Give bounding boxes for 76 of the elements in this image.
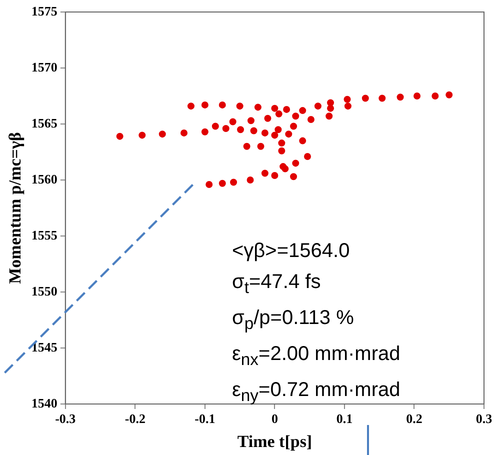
point xyxy=(285,130,292,138)
point xyxy=(243,142,250,150)
point xyxy=(271,172,278,180)
point xyxy=(327,104,334,112)
point xyxy=(278,147,286,154)
annotation: σ$_{p}$/p=0.113 % xyxy=(232,306,355,335)
point xyxy=(327,99,334,106)
point xyxy=(278,140,286,147)
y-tick-label: 1545 xyxy=(31,339,58,354)
point xyxy=(344,102,352,110)
point xyxy=(158,130,166,138)
point xyxy=(292,160,300,167)
point xyxy=(446,91,453,98)
point xyxy=(344,96,351,103)
x-tick-label: 0.3 xyxy=(476,411,493,426)
point xyxy=(275,110,282,118)
x-tick-label: 0 xyxy=(271,411,278,426)
point xyxy=(236,102,244,110)
point xyxy=(212,122,219,130)
y-tick-label: 1555 xyxy=(31,227,58,242)
point xyxy=(218,101,226,108)
point xyxy=(257,142,264,150)
point xyxy=(432,92,439,100)
point xyxy=(206,180,213,188)
annotation: ε$_{nx}$=2.00 mm·mrad xyxy=(232,342,400,371)
point xyxy=(326,112,333,120)
x-tick-label: -0.3 xyxy=(55,411,76,426)
x-axis-title: Time t[ps] xyxy=(237,432,312,452)
point xyxy=(261,129,268,136)
annotation: σ$_{t}$=47.4 fs xyxy=(232,270,322,299)
x-tick-label: -0.1 xyxy=(194,411,216,426)
point xyxy=(201,128,208,136)
point xyxy=(254,104,262,111)
point xyxy=(307,116,314,124)
point xyxy=(414,92,421,100)
annotation: ε$_{ny}$=0.72 mm·mrad xyxy=(232,378,400,407)
annotation: <γβ>=1564.0 xyxy=(232,239,351,264)
y-tick-label: 1540 xyxy=(31,395,58,410)
point xyxy=(271,132,278,139)
point xyxy=(218,180,226,187)
y-tick-label: 1550 xyxy=(31,283,58,298)
point xyxy=(264,114,272,122)
point xyxy=(274,126,282,134)
y-tick-label: 1570 xyxy=(31,59,58,74)
point xyxy=(246,176,254,184)
point xyxy=(396,94,404,101)
point xyxy=(261,170,268,177)
point xyxy=(201,101,208,108)
point xyxy=(222,124,230,132)
point xyxy=(250,127,258,134)
point xyxy=(299,137,306,144)
point xyxy=(229,118,236,126)
point xyxy=(290,173,298,180)
point xyxy=(299,107,306,114)
y-tick-label: 1560 xyxy=(31,171,58,186)
point xyxy=(378,94,386,102)
point xyxy=(138,132,146,139)
point xyxy=(230,178,238,186)
point xyxy=(283,106,290,113)
y-axis-title: Momentum p/mc=γβ xyxy=(6,132,25,284)
y-tick-label: 1575 xyxy=(31,3,58,18)
x-tick-label: -0.2 xyxy=(124,411,146,426)
point xyxy=(314,102,322,110)
point xyxy=(292,112,300,120)
y-tick-label: 1565 xyxy=(31,115,58,130)
point xyxy=(180,129,188,136)
point xyxy=(304,152,311,160)
point xyxy=(116,132,124,140)
point xyxy=(271,104,278,112)
point xyxy=(362,94,369,102)
x-tick-label: 0.2 xyxy=(406,411,422,426)
point xyxy=(237,126,244,134)
point xyxy=(290,122,298,130)
point xyxy=(187,102,194,110)
x-tick-label: 0.1 xyxy=(336,411,353,426)
point xyxy=(247,117,254,124)
